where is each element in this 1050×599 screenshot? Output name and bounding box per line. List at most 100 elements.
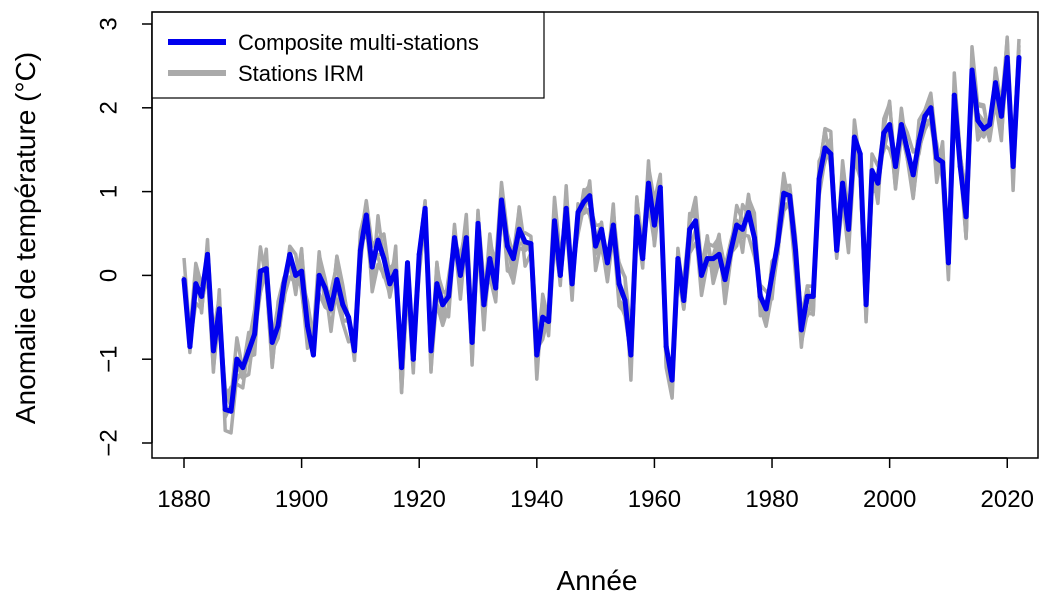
composite-point: [599, 226, 604, 232]
legend: Composite multi-stations Stations IRM: [151, 11, 545, 99]
legend-box: [151, 11, 545, 99]
composite-point: [228, 408, 234, 414]
composite-point: [457, 272, 463, 278]
composite-point: [651, 222, 657, 228]
composite-point: [210, 348, 216, 354]
composite-line-group: [181, 55, 1022, 414]
composite-point: [716, 251, 722, 257]
composite-point: [569, 281, 575, 287]
composite-point: [293, 272, 299, 278]
composite-point: [763, 306, 769, 312]
composite-point: [622, 298, 628, 303]
composite-point: [357, 247, 363, 253]
composite-point: [487, 256, 493, 262]
x-tick-label: 1900: [275, 486, 328, 513]
composite-point: [199, 293, 205, 299]
composite-point: [740, 226, 746, 232]
composite-point: [257, 268, 263, 274]
composite-point: [928, 105, 934, 111]
composite-point: [993, 80, 998, 86]
composite-point: [934, 155, 940, 161]
composite-point: [875, 180, 881, 186]
composite-point: [557, 272, 563, 278]
composite-point: [687, 226, 693, 232]
composite-point: [640, 256, 646, 262]
composite-point: [675, 256, 681, 262]
composite-point: [193, 281, 199, 287]
composite-point: [904, 147, 910, 153]
composite-point: [840, 180, 846, 186]
composite-point: [593, 243, 599, 249]
composite-point: [575, 210, 581, 215]
composite-point: [363, 212, 369, 218]
composite-point: [281, 281, 287, 287]
composite-point: [969, 67, 975, 73]
composite-point: [552, 218, 557, 224]
composite-point: [322, 285, 328, 291]
composite-point: [893, 164, 898, 169]
composite-point: [222, 407, 228, 412]
y-ticks: −2 −1 0 1 2 3: [95, 17, 152, 457]
composite-point: [975, 117, 981, 123]
x-tick-label: 1920: [393, 486, 446, 513]
composite-point: [310, 352, 316, 358]
composite-point: [1016, 55, 1022, 60]
composite-point: [499, 197, 504, 203]
composite-point: [216, 306, 222, 312]
composite-point: [710, 256, 716, 262]
y-tick-label: 3: [95, 17, 122, 30]
composite-point: [387, 281, 393, 287]
y-tick-label: 1: [95, 185, 122, 198]
composite-point: [440, 302, 446, 308]
composite-point: [581, 199, 587, 205]
composite-point: [699, 272, 704, 278]
composite-point: [787, 193, 793, 199]
composite-point: [998, 113, 1004, 119]
y-tick-label: 0: [95, 269, 122, 282]
composite-point: [704, 256, 710, 262]
x-axis: 1880 1900 1920 1940 1960 1980 2000 2020: [157, 457, 1034, 513]
composite-point: [898, 122, 904, 128]
composite-point: [940, 159, 946, 165]
composite-point: [816, 176, 822, 182]
composite-point: [375, 237, 381, 243]
composite-point: [504, 243, 510, 249]
composite-point: [540, 314, 546, 320]
composite-point: [693, 218, 699, 224]
legend-label-stations: Stations IRM: [238, 61, 364, 86]
composite-point: [205, 251, 210, 257]
composite-point: [475, 220, 481, 226]
composite-point: [234, 356, 240, 362]
composite-point: [452, 235, 457, 241]
composite-point: [346, 314, 352, 320]
composite-point: [299, 268, 305, 274]
composite-point: [834, 247, 840, 253]
composite-point: [757, 293, 763, 299]
composite-point: [369, 264, 375, 270]
composite-point: [851, 134, 857, 140]
composite-point: [252, 331, 258, 337]
y-axis-title: Anomalie de température (°C): [10, 52, 41, 424]
composite-point: [881, 130, 887, 136]
composite-point: [628, 352, 634, 358]
composite-point: [493, 285, 499, 291]
composite-point: [957, 164, 963, 169]
composite-point: [340, 302, 346, 308]
composite-point: [352, 348, 357, 354]
composite-point: [987, 122, 993, 128]
x-tick-label: 1940: [510, 486, 563, 513]
composite-point: [869, 168, 875, 174]
composite-point: [669, 377, 675, 383]
composite-point: [434, 281, 440, 287]
composite-point: [546, 319, 552, 324]
composite-point: [481, 302, 487, 308]
y-tick-label: −1: [95, 346, 122, 373]
legend-label-composite: Composite multi-stations: [238, 30, 479, 55]
composite-point: [728, 247, 734, 253]
composite-point: [416, 251, 422, 257]
composite-line: [181, 55, 1022, 414]
composite-point: [798, 327, 804, 333]
composite-point: [963, 214, 969, 220]
composite-point: [910, 172, 916, 178]
